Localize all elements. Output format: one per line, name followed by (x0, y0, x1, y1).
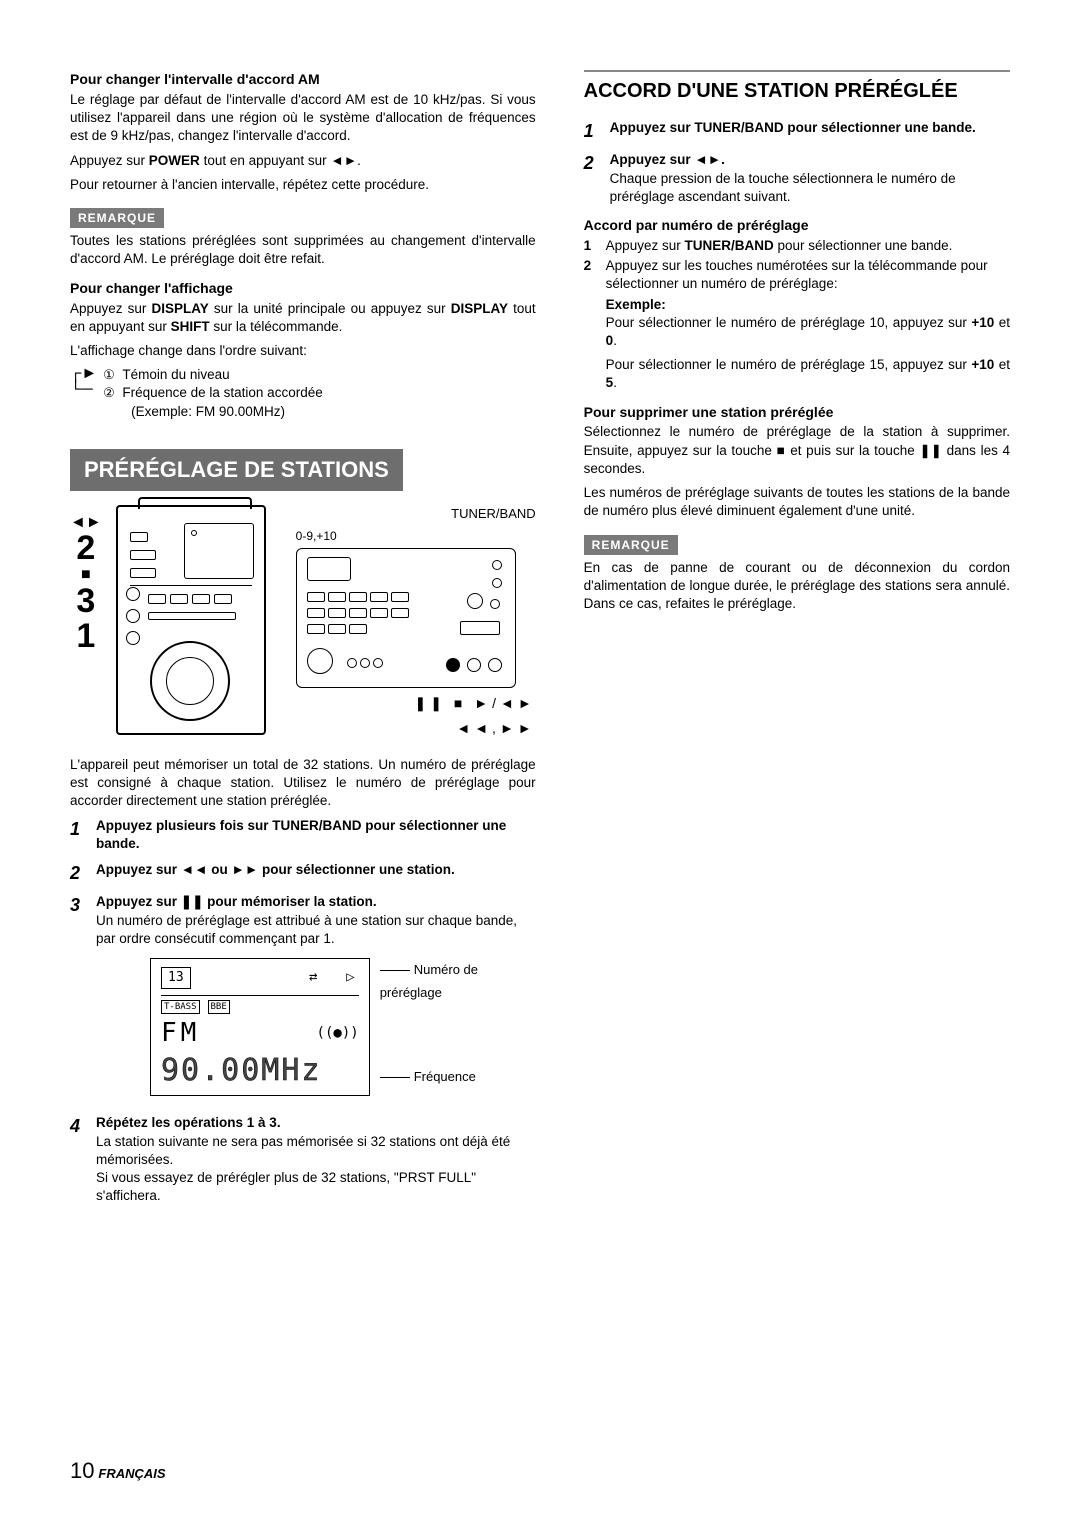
tune-by-num-heading: Accord par numéro de préréglage (584, 216, 1010, 235)
tbn-2-text: Appuyez sur les touches numérotées sur l… (606, 257, 1010, 293)
tbn-2-num: 2 (584, 257, 598, 293)
display-label-2: DISPLAY (451, 301, 508, 316)
lcd-label-preset: Numéro de préréglage (380, 958, 536, 1005)
r-step-2-lead: Appuyez sur ◄►. (610, 152, 725, 167)
remark-text-1: Toutes les stations préréglées sont supp… (70, 232, 536, 268)
delete-p2: Les numéros de préréglage suivants de to… (584, 484, 1010, 520)
lcd-tbass-label: T-BASS (161, 1000, 200, 1014)
lcd-illustration: 13 ⇄ ▷ T-BASS BBE FM ((●)) 90.00MHz Numé… (150, 958, 536, 1096)
remark-label-2: REMARQUE (584, 535, 678, 555)
tbn-1-text: Appuyez sur TUNER/BAND pour sélectionner… (606, 237, 953, 255)
text: . (613, 333, 617, 348)
preset-section-banner: PRÉRÉGLAGE DE STATIONS (70, 449, 403, 491)
step-2-num: 2 (70, 861, 86, 885)
display-label: DISPLAY (152, 301, 209, 316)
step-4-lead: Répétez les opérations 1 à 3. (96, 1115, 281, 1130)
step-1-text: Appuyez plusieurs fois sur TUNER/BAND po… (96, 818, 506, 851)
step-3-body: Un numéro de préréglage est attribué à u… (96, 912, 536, 948)
text: et (994, 315, 1010, 330)
main-unit-illustration (116, 505, 266, 735)
preset-intro: L'appareil peut mémoriser un total de 32… (70, 756, 536, 811)
display-order-item-1: ① Témoin du niveau (103, 366, 323, 384)
r-step-2-body: Chaque pression de la touche sélectionne… (610, 170, 1010, 206)
lcd-top-icons: ⇄ ▷ (309, 968, 359, 987)
text: Témoin du niveau (122, 367, 229, 382)
callout-2: 2 (76, 531, 95, 567)
r-step-2-num: 2 (584, 151, 600, 206)
text: Numéro de préréglage (380, 962, 478, 1000)
tuner-band-label: TUNER/BAND (684, 238, 773, 253)
page-number: 10 (70, 1458, 94, 1483)
device-diagram: ◄► 2 ■ 3 1 TUNER/BAND 0-9,+10 (70, 505, 536, 739)
tune-preset-section-title: ACCORD D'UNE STATION PRÉRÉGLÉE (584, 78, 1010, 105)
r-step-1-text: Appuyez sur TUNER/BAND pour sélectionner… (610, 120, 976, 135)
page-language: FRANÇAIS (98, 1466, 165, 1481)
text: et (994, 357, 1010, 372)
tbn-1-num: 1 (584, 237, 598, 255)
power-label: POWER (149, 153, 200, 168)
text: pour sélectionner une bande. (774, 238, 953, 253)
tuner-band-label: TUNER/BAND (296, 505, 536, 523)
change-interval-heading: Pour changer l'intervalle d'accord AM (70, 70, 536, 89)
remark-label-1: REMARQUE (70, 208, 164, 228)
text: . (613, 375, 617, 390)
step-3-lead: Appuyez sur ❚❚ pour mémoriser la station… (96, 894, 377, 909)
callout-1: 1 (76, 619, 95, 655)
step-1-num: 1 (70, 817, 86, 853)
num-keys-label: 0-9,+10 (296, 528, 536, 544)
step-2-text: Appuyez sur ◄◄ ou ►► pour sélectionner u… (96, 862, 455, 877)
change-display-p1: Appuyez sur DISPLAY sur la unité princip… (70, 300, 536, 336)
text: tout en appuyant sur ◄►. (200, 153, 361, 168)
display-order-item-2-example: (Exemple: FM 90.00MHz) (131, 403, 323, 421)
shift-label: SHIFT (171, 319, 210, 334)
step-4-num: 4 (70, 1114, 86, 1205)
change-display-heading: Pour changer l'affichage (70, 279, 536, 298)
example-2: Pour sélectionner le numéro de préréglag… (606, 356, 1010, 392)
r-step-1-num: 1 (584, 119, 600, 143)
remote-icons-row-1: ❚❚ ■ ►/◄► (296, 694, 536, 713)
loop-icon: ┌►└─ (70, 366, 97, 421)
delete-p1: Sélectionnez le numéro de préréglage de … (584, 423, 1010, 478)
display-order-item-2: ② Fréquence de la station accordée (103, 384, 323, 402)
lcd-bbe-label: BBE (208, 1000, 230, 1014)
remark-text-2: En cas de panne de courant ou de déconne… (584, 559, 1010, 614)
lcd-fm-label: FM (161, 1016, 200, 1051)
text: Appuyez sur (70, 301, 152, 316)
lcd-preset-number: 13 (161, 967, 191, 989)
text: Pour sélectionner le numéro de préréglag… (606, 357, 972, 372)
callout-3: 3 (76, 584, 95, 620)
text: Pour sélectionner le numéro de préréglag… (606, 315, 972, 330)
text: Fréquence de la station accordée (122, 385, 322, 400)
lcd-frequency: 90.00MHz (161, 1051, 359, 1092)
change-display-p2: L'affichage change dans l'ordre suivant: (70, 342, 536, 360)
step-4-body: La station suivante ne sera pas mémorisé… (96, 1133, 536, 1206)
step-3-num: 3 (70, 893, 86, 948)
change-interval-p2: Appuyez sur POWER tout en appuyant sur ◄… (70, 152, 536, 170)
delete-heading: Pour supprimer une station préréglée (584, 403, 1010, 422)
example-label: Exemple: (606, 296, 1010, 314)
text: sur la télécommande. (210, 319, 343, 334)
example-1: Pour sélectionner le numéro de préréglag… (606, 314, 1010, 350)
page-footer: 10 FRANÇAIS (70, 1456, 166, 1486)
change-interval-p1: Le réglage par défaut de l'intervalle d'… (70, 91, 536, 146)
plus10-label: +10 (971, 315, 994, 330)
lcd-label-freq: Fréquence (380, 1065, 536, 1088)
lcd-stereo-icon: ((●)) (317, 1024, 359, 1043)
change-interval-p3: Pour retourner à l'ancien intervalle, ré… (70, 176, 536, 194)
remote-illustration (296, 548, 516, 688)
text: sur la unité principale ou appuyez sur (209, 301, 451, 316)
plus10-label-2: +10 (971, 357, 994, 372)
text: Appuyez sur (606, 238, 685, 253)
remote-icons-row-2: ◄◄,►► (296, 719, 536, 738)
text: Appuyez sur (70, 153, 149, 168)
text: Fréquence (414, 1069, 476, 1084)
